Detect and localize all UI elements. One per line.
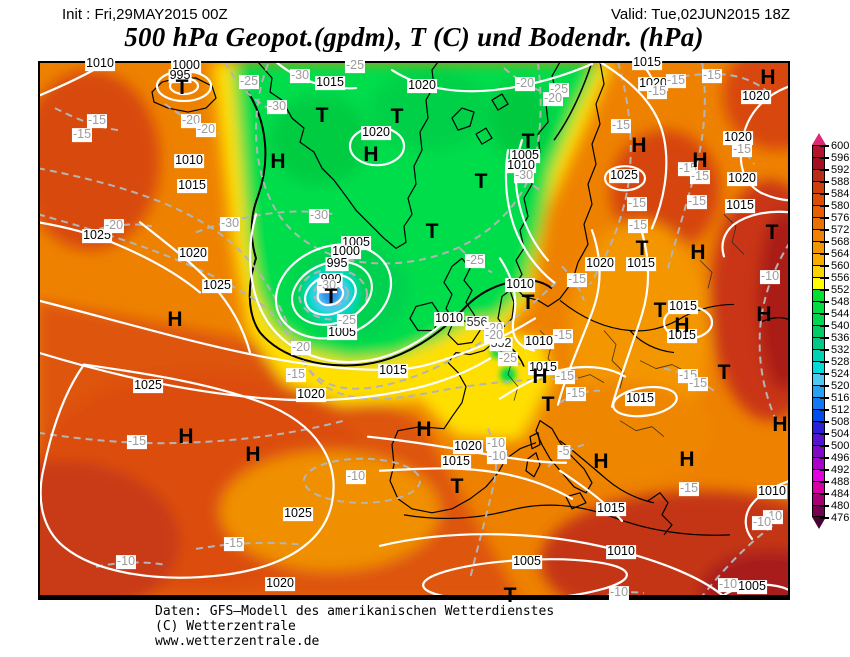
credits: Daten: GFS—Modell des amerikanischen Wet… [155, 604, 554, 649]
colorbar-segment [813, 469, 824, 481]
colorbar-segment [813, 481, 824, 493]
valid-time-label: Valid: Tue,02JUN2015 18Z [611, 6, 790, 23]
colorbar-segment [813, 193, 824, 205]
colorbar-segment [813, 433, 824, 445]
colorbar-segment [813, 373, 824, 385]
colorbar-segment [813, 205, 824, 217]
colorbar-segment [813, 337, 824, 349]
init-time-label: Init : Fri,29MAY2015 00Z [62, 6, 228, 23]
colorbar-segment [813, 217, 824, 229]
colorbar-segment [813, 301, 824, 313]
credits-url: www.wetterzentrale.de [155, 634, 320, 649]
colorbar-segment [813, 277, 824, 289]
colorbar-tick-label: 592 [820, 164, 849, 176]
colorbar-tick-label: 476 [820, 512, 849, 524]
geopotential-colorbar: 600 596 592 588 584 580 576 572 568 564 560 556 552 5… [812, 133, 850, 529]
colorbar-tick-label: 512 [820, 404, 849, 416]
colorbar-blocks [812, 145, 825, 517]
colorbar-tick-label: 524 [820, 368, 849, 380]
colorbar-segment [813, 409, 824, 421]
colorbar-tick-label: 576 [820, 212, 849, 224]
colorbar-segment [813, 253, 824, 265]
colorbar-segment [813, 505, 824, 517]
colorbar-tick-label: 560 [820, 260, 849, 272]
colorbar-tick-label: 596 [820, 152, 849, 164]
colorbar-tick-label: 488 [820, 476, 849, 488]
colorbar-segment [813, 181, 824, 193]
colorbar-tick-label: 520 [820, 380, 849, 392]
colorbar-segment [813, 385, 824, 397]
colorbar-tick-label: 484 [820, 488, 849, 500]
colorbar-tick-label: 536 [820, 332, 849, 344]
colorbar-segment [813, 229, 824, 241]
colorbar-segment [813, 457, 824, 469]
colorbar-tick-label: 492 [820, 464, 849, 476]
colorbar-tick-label: 552 [820, 284, 849, 296]
colorbar-tick-label: 516 [820, 392, 849, 404]
colorbar-tick-label: 572 [820, 224, 849, 236]
colorbar-segment [813, 349, 824, 361]
colorbar-tick-label: 532 [820, 344, 849, 356]
colorbar-tick-label: 600 [820, 140, 849, 152]
colorbar-segment [813, 325, 824, 337]
colorbar-segment [813, 145, 824, 157]
colorbar-segment [813, 421, 824, 433]
credits-copyright: (C) Wetterzentrale [155, 619, 296, 634]
colorbar-tick-label: 504 [820, 428, 849, 440]
colorbar-tick-label: 580 [820, 200, 849, 212]
colorbar-tick-label: 500 [820, 440, 849, 452]
colorbar-tick-label: 556 [820, 272, 849, 284]
map-frame [38, 61, 790, 600]
weather-map [40, 63, 788, 595]
colorbar-tick-label: 480 [820, 500, 849, 512]
colorbar-segment [813, 157, 824, 169]
colorbar-segment [813, 289, 824, 301]
geopotential-fill-field [40, 63, 788, 595]
colorbar-segment [813, 241, 824, 253]
colorbar-tick-label: 564 [820, 248, 849, 260]
colorbar-tick-label: 568 [820, 236, 849, 248]
colorbar-segment [813, 265, 824, 277]
colorbar-tick-label: 528 [820, 356, 849, 368]
colorbar-tick-label: 548 [820, 296, 849, 308]
colorbar-tick-label: 544 [820, 308, 849, 320]
colorbar-segment [813, 445, 824, 457]
colorbar-tick-label: 540 [820, 320, 849, 332]
colorbar-segment [813, 313, 824, 325]
page-title: 500 hPa Geopot.(gpdm), T (C) und Bodendr… [124, 22, 704, 52]
colorbar-segment [813, 169, 824, 181]
colorbar-segment [813, 493, 824, 505]
colorbar-segment [813, 397, 824, 409]
colorbar-tick-label: 508 [820, 416, 849, 428]
colorbar-segment [813, 361, 824, 373]
colorbar-tick-label: 584 [820, 188, 849, 200]
credits-source: Daten: GFS—Modell des amerikanischen Wet… [155, 604, 555, 619]
colorbar-tick-label: 496 [820, 452, 849, 464]
colorbar-tick-label: 588 [820, 176, 849, 188]
